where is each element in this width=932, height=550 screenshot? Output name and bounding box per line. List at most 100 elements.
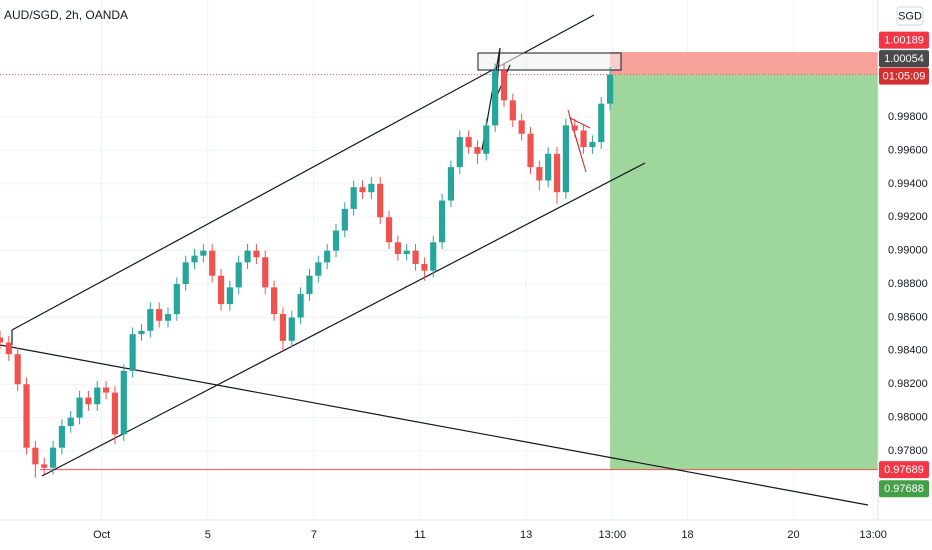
candle-body <box>111 392 119 435</box>
candle-body <box>553 153 561 193</box>
candle-body <box>279 314 287 341</box>
countdown-label-box <box>879 67 929 85</box>
candle-body <box>244 250 251 263</box>
candle-body <box>580 130 587 148</box>
candle-body <box>589 142 596 148</box>
candle-body <box>253 250 260 258</box>
y-tick-label: 0.97800 <box>888 445 928 457</box>
candle-body <box>439 200 446 243</box>
flag-lines <box>567 109 591 173</box>
candle-body <box>262 257 269 288</box>
candle-body <box>297 294 304 318</box>
x-tick-label: 13:00 <box>599 529 627 541</box>
axes: 0.97800 0.98000 0.98200 0.98400 0.98600 0.988… <box>93 31 929 541</box>
currency-label: SGD <box>898 10 922 22</box>
x-tick-label: 7 <box>311 529 317 541</box>
candle-body <box>14 354 21 385</box>
candle-body <box>191 255 198 263</box>
stop-zone <box>610 52 878 75</box>
candle-body <box>341 208 348 231</box>
candle-body <box>306 275 313 295</box>
hline-label-box <box>879 461 929 479</box>
candle-body <box>288 317 295 341</box>
price-label-box <box>879 50 929 68</box>
target-label-box <box>879 480 929 498</box>
candle-body <box>226 287 233 305</box>
candle-body <box>41 464 48 468</box>
candle-body <box>447 167 455 201</box>
candle-body <box>332 230 340 251</box>
candle-body <box>598 103 605 143</box>
candle-body <box>412 250 419 265</box>
candle-body <box>545 153 552 181</box>
x-tick-label: 13:00 <box>859 529 887 541</box>
candle-body <box>182 262 189 285</box>
candle-body <box>164 314 172 321</box>
candle-body <box>350 187 357 209</box>
candle-body <box>138 330 145 335</box>
candle-body <box>518 120 525 134</box>
candle-body <box>324 250 331 263</box>
price-label: 1.00054 <box>884 53 924 65</box>
countdown-label: 01:05:09 <box>883 71 926 83</box>
y-tick-label: 0.99600 <box>888 144 928 156</box>
candle-body <box>103 387 110 393</box>
trend-line <box>0 344 869 506</box>
candle-body <box>465 137 472 148</box>
candle-body <box>49 447 57 468</box>
y-tick-label: 0.99000 <box>888 245 928 257</box>
stop-label-box <box>879 31 929 49</box>
y-tick-label: 0.98200 <box>888 378 928 390</box>
target-label: 0.97688 <box>884 483 924 495</box>
candle-body <box>474 147 481 154</box>
candle-body <box>173 284 180 315</box>
y-tick-label: 0.98400 <box>888 345 928 357</box>
chart-title: AUD/SGD, 2h, OANDA <box>4 8 128 22</box>
channel-lower <box>41 162 646 477</box>
currency-badge[interactable] <box>896 6 924 26</box>
candle-body <box>217 275 225 305</box>
x-tick-label: 18 <box>681 529 693 541</box>
candle-body <box>23 384 30 448</box>
candle-body <box>536 167 543 181</box>
hline-label: 0.97689 <box>884 464 924 476</box>
candle-body <box>500 70 508 101</box>
candle-body <box>129 334 136 371</box>
candle-body <box>147 309 154 331</box>
candle-body <box>58 425 65 448</box>
candle-body <box>94 387 101 405</box>
candle-body <box>271 287 278 315</box>
candle-body <box>606 74 614 104</box>
candle-body <box>527 133 534 168</box>
candle-body <box>76 397 83 418</box>
y-tick-label: 0.99800 <box>888 111 928 123</box>
candle-body <box>67 417 74 426</box>
zone-rectangle <box>477 52 622 71</box>
candle-body <box>385 217 393 243</box>
candle-body <box>315 262 322 276</box>
y-tick-label: 0.98000 <box>888 412 928 424</box>
candle-body <box>421 264 428 271</box>
candle-body <box>32 447 39 465</box>
candle-body <box>156 309 163 321</box>
candle-body <box>483 125 490 154</box>
candle-body <box>509 100 516 121</box>
x-tick-label: 11 <box>414 529 425 541</box>
candle-body <box>403 250 410 254</box>
candle-body <box>120 370 127 435</box>
candle-body <box>359 187 366 193</box>
candle-body <box>200 250 207 256</box>
x-tick-label: Oct <box>93 529 110 541</box>
y-tick-label: 0.99400 <box>888 178 928 190</box>
y-tick-label: 0.98800 <box>888 278 928 290</box>
x-tick-label: 5 <box>205 529 211 541</box>
stop-label: 1.00189 <box>884 35 924 47</box>
candle-body <box>235 262 242 288</box>
x-tick-label: 13 <box>520 529 532 541</box>
candle-body <box>571 125 578 131</box>
y-tick-label: 0.98600 <box>888 311 928 323</box>
candles <box>0 63 614 478</box>
candle-body <box>5 342 12 355</box>
candle-body <box>492 70 499 126</box>
